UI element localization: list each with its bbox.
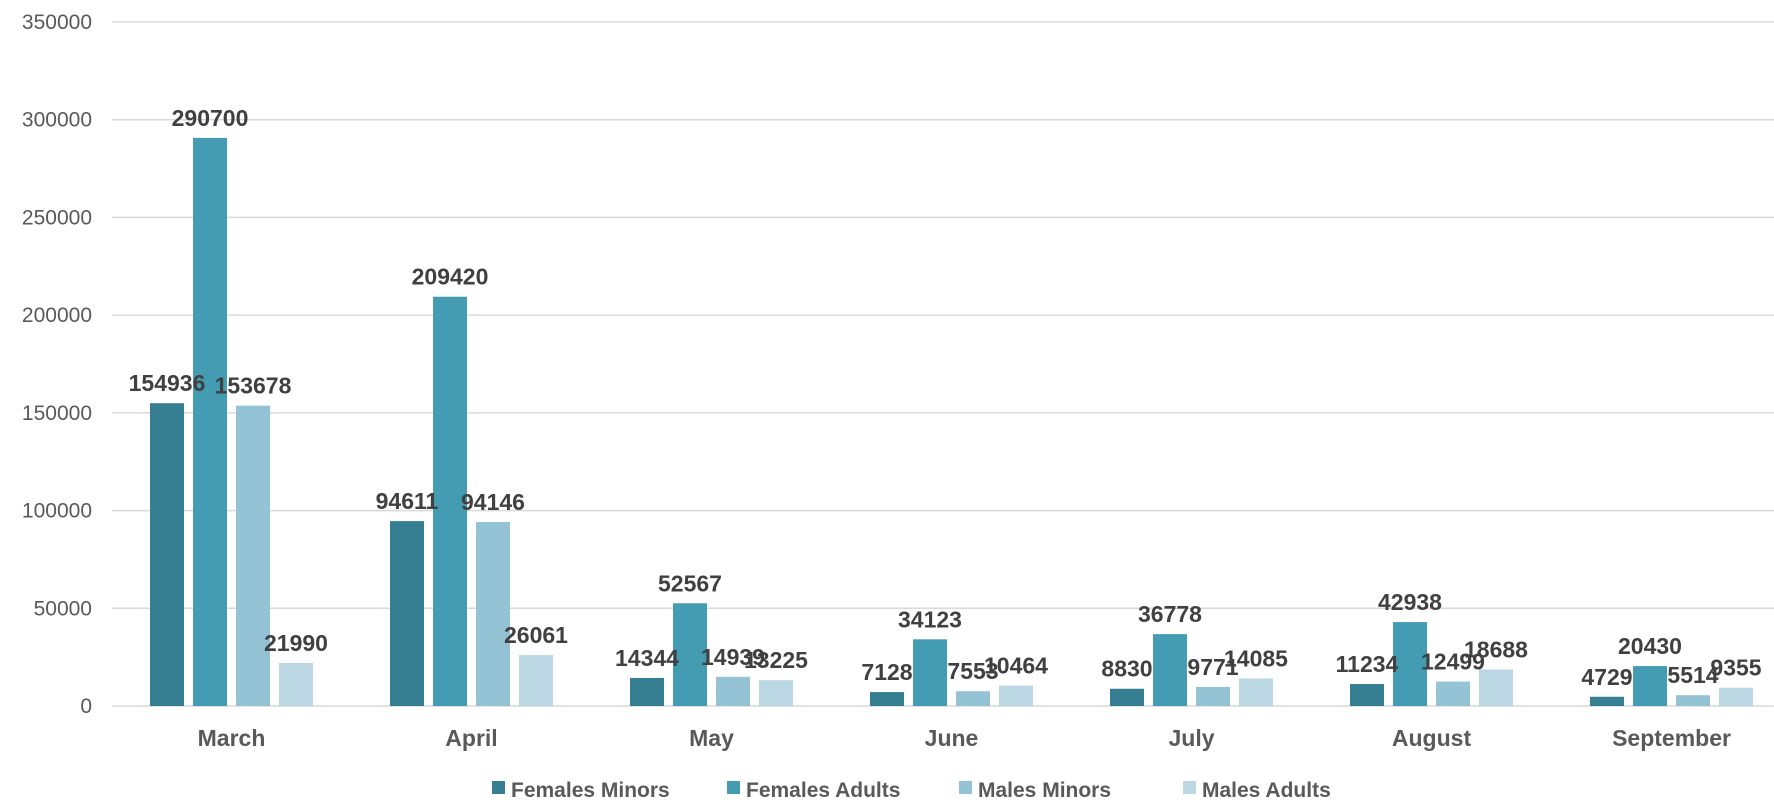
bar bbox=[1719, 687, 1753, 706]
gridlines bbox=[112, 21, 1774, 707]
y-tick-label: 0 bbox=[80, 695, 92, 718]
bar bbox=[476, 522, 510, 706]
data-label: 5514 bbox=[1667, 662, 1718, 688]
bar bbox=[1436, 681, 1470, 706]
data-label: 21990 bbox=[264, 630, 328, 656]
bar bbox=[1350, 684, 1384, 706]
bar bbox=[1153, 634, 1187, 706]
bar bbox=[433, 296, 467, 706]
bar bbox=[759, 680, 793, 706]
data-label: 11234 bbox=[1336, 651, 1399, 677]
legend-swatch bbox=[492, 781, 505, 794]
data-label: 12499 bbox=[1421, 649, 1485, 675]
y-tick-label: 100000 bbox=[22, 500, 92, 523]
legend-label: Males Adults bbox=[1202, 779, 1331, 802]
bar bbox=[1633, 666, 1667, 706]
data-label: 36778 bbox=[1138, 601, 1202, 627]
bar bbox=[150, 403, 184, 706]
y-tick-label: 200000 bbox=[22, 304, 92, 327]
bar bbox=[673, 603, 707, 706]
data-label: 52567 bbox=[658, 570, 722, 596]
bar bbox=[630, 677, 664, 706]
x-category-label: May bbox=[689, 725, 734, 751]
bar bbox=[519, 655, 553, 706]
bar bbox=[1196, 686, 1230, 706]
data-label: 42938 bbox=[1378, 589, 1442, 615]
data-label: 4729 bbox=[1581, 664, 1632, 690]
data-label: 14939 bbox=[701, 644, 765, 670]
legend-label: Females Adults bbox=[746, 779, 900, 802]
data-label: 209420 bbox=[412, 264, 489, 290]
x-category-label: July bbox=[1168, 725, 1214, 751]
bar bbox=[1479, 669, 1513, 706]
x-axis-categories: March April May June July August September bbox=[198, 725, 1731, 751]
x-category-label: June bbox=[925, 725, 979, 751]
data-label: 290700 bbox=[172, 105, 249, 131]
bar bbox=[1676, 695, 1710, 706]
y-tick-label: 50000 bbox=[34, 597, 92, 620]
y-tick-label: 250000 bbox=[22, 206, 92, 229]
bar bbox=[279, 663, 313, 706]
data-label: 26061 bbox=[504, 622, 568, 648]
bar bbox=[1393, 622, 1427, 706]
data-label: 34123 bbox=[898, 606, 962, 632]
legend-swatch bbox=[727, 781, 740, 794]
bar bbox=[1239, 678, 1273, 706]
bar bbox=[236, 405, 270, 706]
bars bbox=[150, 137, 1753, 706]
legend-swatch bbox=[1183, 781, 1196, 794]
y-tick-label: 150000 bbox=[22, 402, 92, 425]
data-label: 18688 bbox=[1464, 636, 1528, 662]
data-label: 94611 bbox=[376, 488, 439, 514]
data-label: 7553 bbox=[947, 658, 998, 684]
data-label: 20430 bbox=[1618, 633, 1682, 659]
data-labels: 154936 290700 153678 21990 94611 209420 94146 2… bbox=[129, 105, 1762, 690]
data-label: 14085 bbox=[1224, 645, 1288, 671]
data-label: 7128 bbox=[861, 659, 912, 685]
bar bbox=[870, 692, 904, 706]
bar bbox=[390, 521, 424, 706]
bar bbox=[956, 691, 990, 706]
bar bbox=[999, 685, 1033, 706]
bar bbox=[193, 137, 227, 706]
bar bbox=[716, 676, 750, 706]
x-category-label: March bbox=[198, 725, 266, 751]
x-category-label: April bbox=[445, 725, 497, 751]
legend-label: Females Minors bbox=[511, 779, 670, 802]
legend: Females Minors Females Adults Males Minors… bbox=[492, 779, 1331, 802]
y-tick-label: 300000 bbox=[22, 109, 92, 132]
y-axis-ticks: 0 50000 100000 150000 200000 250000 300000 3500… bbox=[22, 11, 92, 718]
data-label: 13225 bbox=[744, 647, 808, 673]
bar bbox=[1110, 688, 1144, 706]
data-label: 10464 bbox=[984, 653, 1048, 679]
x-category-label: August bbox=[1392, 725, 1472, 751]
bar bbox=[1590, 696, 1624, 706]
bar bbox=[913, 639, 947, 706]
y-tick-label: 350000 bbox=[22, 11, 92, 34]
legend-label: Males Minors bbox=[978, 779, 1111, 802]
data-label: 9771 bbox=[1187, 654, 1238, 680]
x-category-label: September bbox=[1612, 725, 1731, 751]
data-label: 94146 bbox=[461, 489, 525, 515]
legend-swatch bbox=[959, 781, 972, 794]
data-label: 14344 bbox=[615, 645, 679, 671]
data-label: 9355 bbox=[1710, 655, 1761, 681]
data-label: 8830 bbox=[1101, 656, 1152, 682]
data-label: 153678 bbox=[215, 373, 292, 399]
data-label: 154936 bbox=[129, 370, 206, 396]
